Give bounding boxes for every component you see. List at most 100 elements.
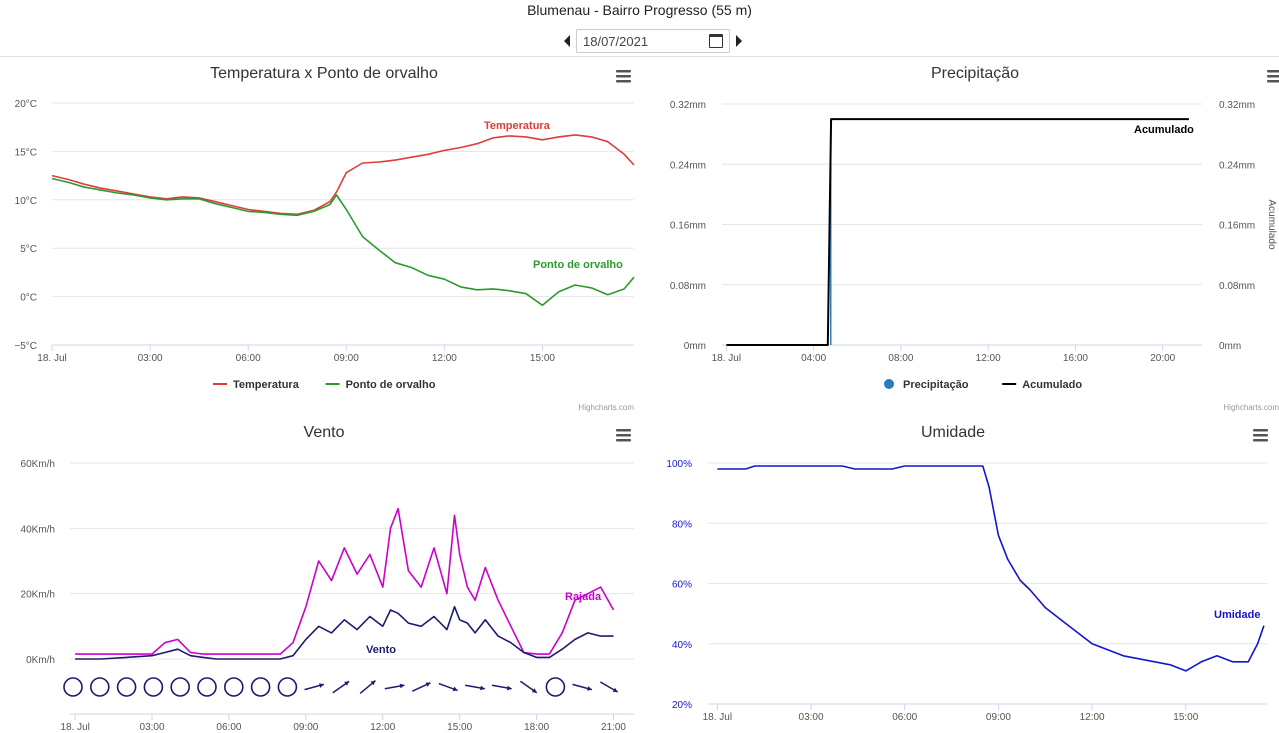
precipitation-chart: Precipitação 0mm 0.08mm 0.16mm 0.24mm 0.32mm 0… [670,65,1279,412]
menu-bar [1267,75,1279,78]
chart-menu-icon[interactable] [1267,70,1279,83]
y2-tick-label: 0.32mm [1219,100,1255,111]
menu-bar [1253,439,1268,442]
series-line-1 [51,177,635,307]
x-tick-label: 09:00 [334,353,359,364]
x-tick-label: 18. Jul [712,353,741,364]
y2-tick-label: 0.16mm [1219,221,1255,232]
credits-label: Highcharts.com [578,403,634,412]
y-tick-label: −5°C [14,341,37,352]
x-tick-label: 15:00 [1173,712,1198,723]
y-tick-label: 5°C [20,244,37,255]
y-tick-label: 60Km/h [21,459,55,470]
x-tick-label: 06:00 [216,722,241,733]
wind-arrow-marker [359,679,376,695]
precipitation-bar [830,119,832,345]
wind-calm-marker [545,677,566,697]
legend-item: Ponto de orvalho [346,379,436,391]
x-tick-label: 12:00 [432,353,457,364]
wind-arrow-head [531,688,537,693]
chart-menu-icon[interactable] [616,429,631,442]
y-tick-label: 20Km/h [21,590,55,601]
previous-day-button[interactable] [560,31,574,51]
legend-item: Temperatura [233,379,300,391]
x-tick-label: 20:00 [1150,353,1175,364]
menu-bar [1253,434,1268,437]
caret-left-icon [564,35,570,47]
wind-arrow-marker [384,683,405,690]
date-input[interactable]: 18/07/2021 [576,29,730,53]
chart-title: Vento [304,424,345,441]
y-tick-label: 0Km/h [26,655,55,666]
y-tick-label: 80% [672,519,692,530]
wind-calm-marker [170,677,190,697]
calendar-icon[interactable] [709,34,723,48]
x-tick-label: 16:00 [1063,353,1088,364]
series-line-0 [75,507,615,655]
x-tick-label: 06:00 [236,353,261,364]
legend-symbol [884,379,894,389]
x-tick-label: 03:00 [799,712,824,723]
wind-arrow-marker [572,683,593,691]
legend-item: Precipitação [903,379,969,391]
wind-arrow-marker [332,680,350,694]
x-tick-label: 18. Jul [60,722,89,733]
series-line-0 [717,465,1265,672]
wind-arrow-head [344,681,350,686]
y2-tick-label: 0mm [1219,341,1241,352]
wind-arrow-head [399,683,405,689]
y2-tick-label: 0.24mm [1219,160,1255,171]
menu-bar [1267,70,1279,73]
y2-tick-label: 0.08mm [1219,281,1255,292]
wind-arrow-head [452,686,458,692]
x-tick-label: 15:00 [447,722,472,733]
x-tick-label: 12:00 [1080,712,1105,723]
series-label: Acumulado [1134,124,1194,136]
wind-calm-marker [90,677,110,697]
y2-axis-label: Acumulado [1266,199,1277,249]
x-tick-label: 09:00 [986,712,1011,723]
x-tick-label: 04:00 [801,353,826,364]
wind-arrow-head [612,687,618,692]
wind-calm-marker [277,677,298,697]
y-tick-label: 0.24mm [670,160,706,171]
x-tick-label: 03:00 [138,353,163,364]
wind-calm-marker [197,677,217,697]
x-tick-label: 03:00 [140,722,165,733]
chart-menu-icon[interactable] [1253,429,1268,442]
x-tick-label: 15:00 [530,353,555,364]
date-navigator: 18/07/2021 [560,28,746,54]
wind-arrow-marker [465,684,485,691]
series-line-1 [726,118,1189,346]
y-tick-label: 20% [672,700,692,711]
chart-title: Precipitação [931,65,1019,82]
y-tick-label: 20°C [15,99,37,110]
wind-arrow-head [319,683,324,688]
wind-arrow-head [370,680,376,686]
page-title: Blumenau - Bairro Progresso (55 m) [527,2,752,18]
menu-bar [1267,80,1279,83]
x-tick-label: 18. Jul [703,712,732,723]
chart-title: Umidade [921,424,985,441]
next-day-button[interactable] [732,31,746,51]
menu-bar [616,70,631,73]
wind-calm-marker [63,677,83,697]
series-label: Ponto de orvalho [533,259,623,271]
chart-menu-icon[interactable] [616,70,631,83]
wind-calm-marker [143,677,164,697]
menu-bar [1253,429,1268,432]
x-tick-label: 18:00 [524,722,549,733]
x-tick-label: 18. Jul [37,353,66,364]
date-value: 18/07/2021 [583,33,649,49]
wind-calm-marker [116,677,137,697]
series-label: Umidade [1214,609,1260,621]
y-tick-label: 0.32mm [670,100,706,111]
legend-item: Acumulado [1022,379,1082,391]
wind-arrow-marker [438,682,458,692]
humidity-chart: Umidade 20% 40% 60% 80% 100% 18. Jul 03:00 06:00… [666,424,1268,723]
y-tick-label: 15°C [15,147,37,158]
wind-arrow-head [480,685,485,691]
series-line-0 [51,134,635,216]
menu-bar [616,80,631,83]
x-tick-label: 21:00 [601,722,626,733]
